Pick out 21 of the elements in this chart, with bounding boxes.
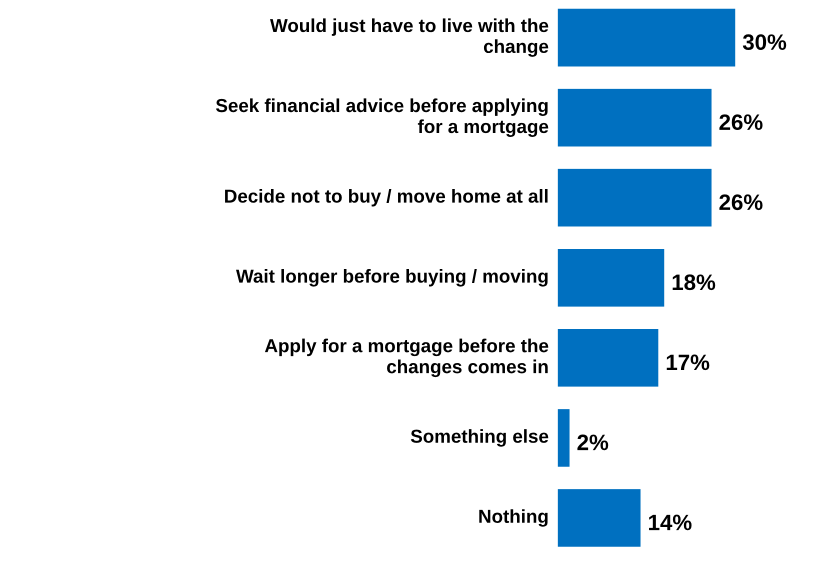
- y-tick-label: Wait longer before buying / moving: [236, 269, 548, 287]
- bar: [558, 8, 736, 66]
- y-tick-label: Nothing: [479, 509, 548, 527]
- bar: [558, 409, 570, 467]
- bar: [558, 329, 658, 387]
- data-label: 17%: [666, 354, 710, 370]
- bar: [558, 248, 664, 307]
- data-label: 26%: [719, 114, 763, 130]
- y-tick-label: Decide not to buy / move home at all: [225, 189, 548, 206]
- data-label: 18%: [672, 274, 716, 290]
- bar: [558, 168, 712, 227]
- y-tick-label: Seek financial advice before applying for a mortgage: [216, 98, 548, 137]
- y-tick-label: Would just have to live with the change: [270, 18, 548, 57]
- y-tick-label: Apply for a mortgage before the changes comes in: [264, 338, 548, 378]
- y-tick-label: Something else: [410, 429, 548, 447]
- bar: [558, 88, 712, 147]
- data-label: 26%: [719, 194, 763, 210]
- data-label: 2%: [577, 434, 608, 450]
- data-label: 14%: [649, 514, 692, 530]
- data-label: 30%: [742, 34, 786, 50]
- bar: [558, 489, 641, 547]
